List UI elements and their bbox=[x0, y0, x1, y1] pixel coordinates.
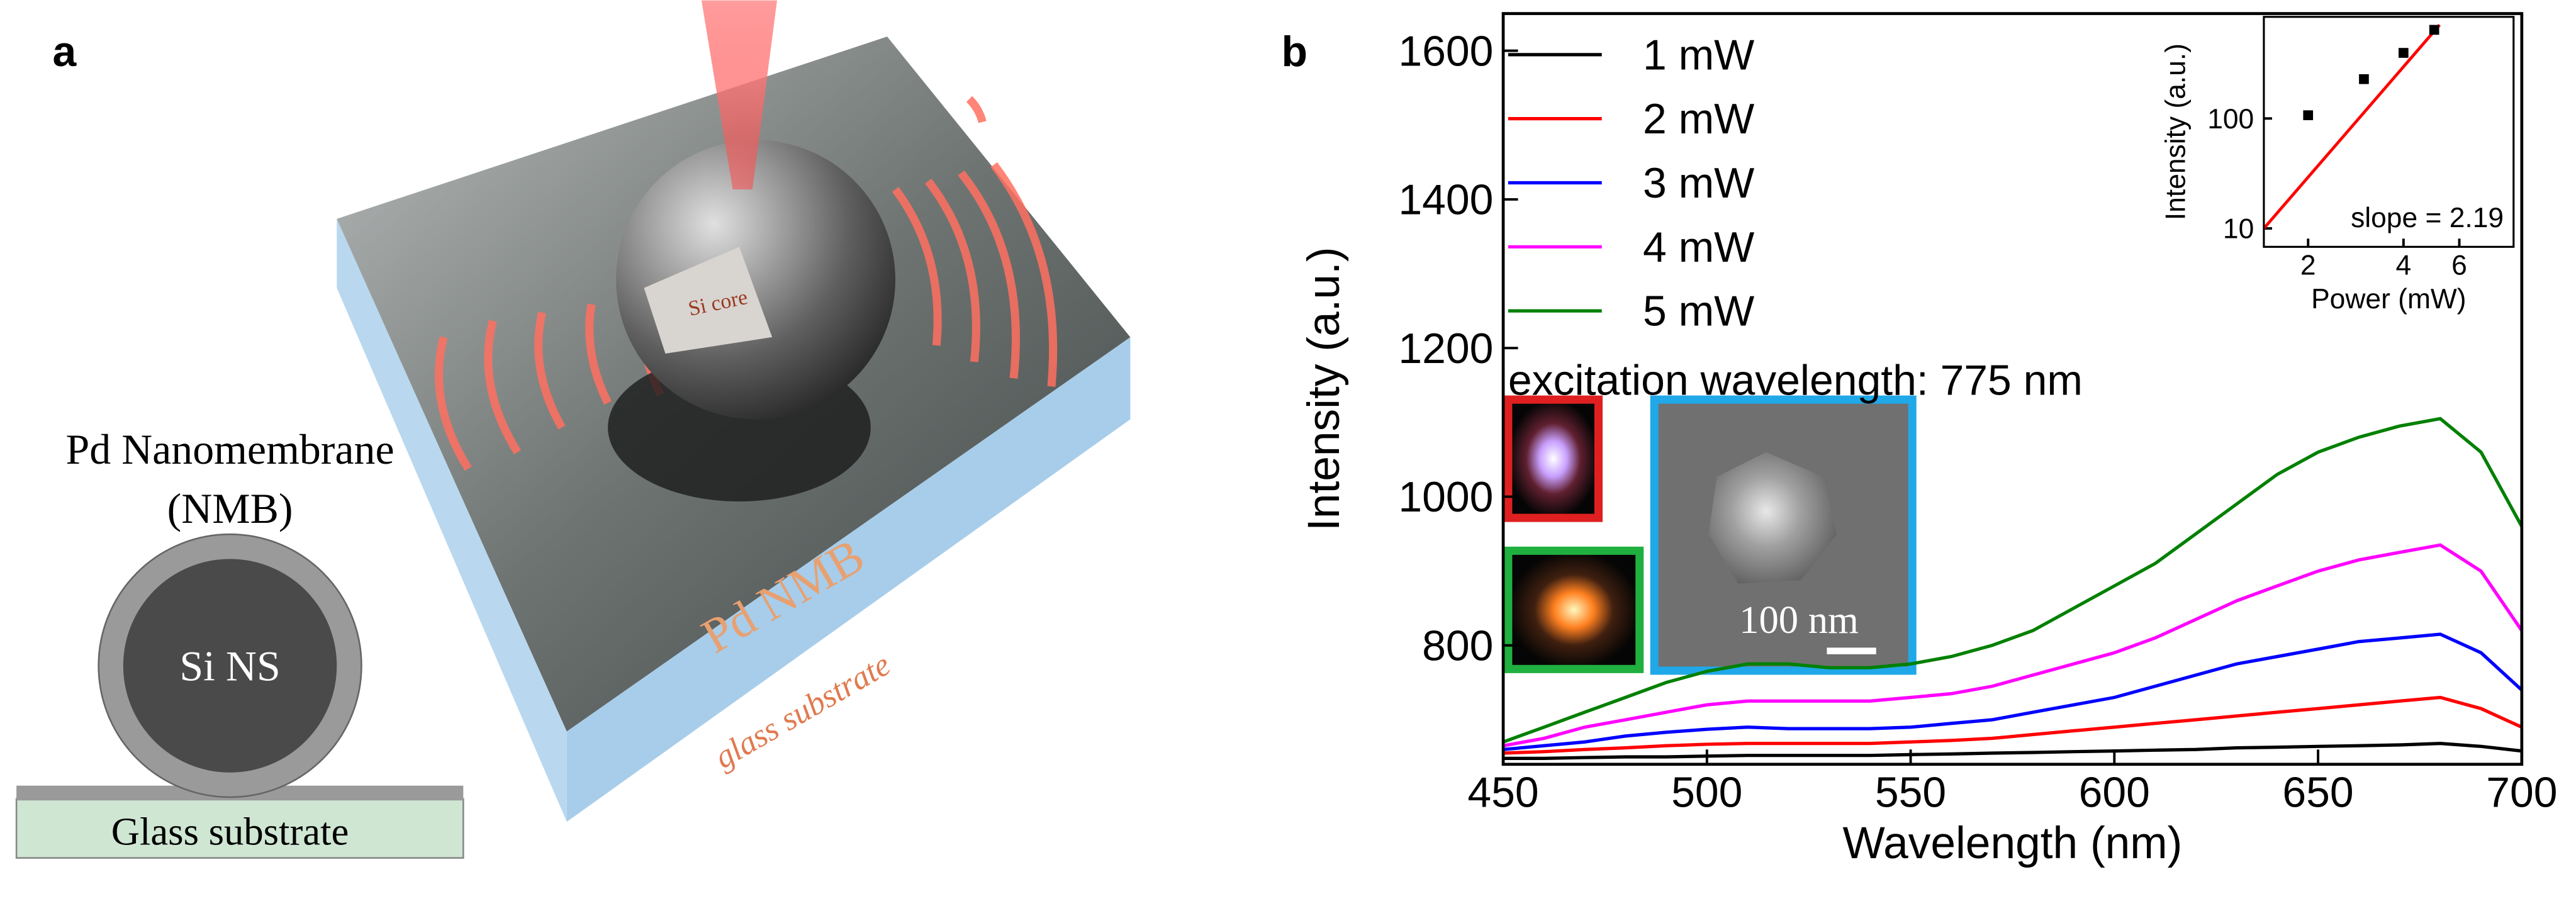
laser-beam bbox=[701, 0, 777, 189]
plot-frame bbox=[1501, 12, 2524, 766]
si-core bbox=[123, 559, 337, 773]
y-tick-label: 100 bbox=[2207, 104, 2254, 135]
wave-arcs bbox=[435, 96, 1058, 471]
panel-label: a bbox=[53, 28, 77, 76]
series-line bbox=[1503, 632, 2523, 751]
x-tick-label: 550 bbox=[1875, 769, 1946, 817]
x-tick-label: 600 bbox=[2079, 769, 2150, 817]
y-tick-label: 1000 bbox=[1398, 474, 1493, 521]
x-tick-label: 700 bbox=[2486, 769, 2557, 817]
annotation: slope = 2.19 bbox=[2351, 203, 2504, 233]
inset-background bbox=[2263, 16, 2514, 247]
x-axis-label: Power (mW) bbox=[2311, 284, 2467, 315]
y-axis-label: Intensity (a.u.) bbox=[1299, 247, 1349, 531]
y-tick-label: 10 bbox=[2223, 214, 2254, 245]
y-tick-label: 1600 bbox=[1398, 28, 1493, 75]
y-tick-label: 1400 bbox=[1398, 177, 1493, 224]
legend-label: 1 mW bbox=[1643, 31, 1754, 79]
inset-chart: 2 4 6 10 100 Power (mW) Intensity (a.u.) slope … bbox=[2161, 16, 2515, 315]
optical-image bbox=[1504, 546, 1644, 673]
x-axis-label: Wavelength (nm) bbox=[1842, 818, 2182, 868]
optical-image bbox=[1504, 395, 1603, 522]
y-tick-label: 800 bbox=[1422, 623, 1493, 670]
sphere bbox=[616, 140, 895, 420]
main-chart: 450 500 550 600 650 700 800 1000 1200 1400 1600 Wav… bbox=[1299, 12, 2557, 868]
legend-label: 4 mW bbox=[1643, 224, 1754, 271]
x-tick-label: 650 bbox=[2282, 769, 2353, 817]
scale-label: 100 nm bbox=[1739, 598, 1859, 642]
series-line bbox=[1503, 695, 2523, 755]
data-point bbox=[2303, 110, 2314, 121]
core-label: Si NS bbox=[179, 643, 280, 690]
x-tick-label: 4 bbox=[2396, 250, 2412, 281]
membrane-label: Pd Nanomembrane bbox=[65, 426, 394, 473]
panel-label: b bbox=[1282, 28, 1308, 76]
y-axis-label: Intensity (a.u.) bbox=[2161, 43, 2192, 220]
legend-label: 5 mW bbox=[1643, 288, 1754, 335]
series-line bbox=[1503, 417, 2524, 744]
x-tick-label: 450 bbox=[1467, 769, 1538, 817]
y-tick-label: 1200 bbox=[1398, 325, 1493, 372]
membrane-label: (NMB) bbox=[167, 485, 293, 532]
legend-label: 2 mW bbox=[1643, 96, 1754, 143]
x-tick-label: 2 bbox=[2300, 250, 2316, 281]
x-tick-label: 500 bbox=[1671, 769, 1742, 817]
series-line bbox=[1503, 742, 2523, 760]
panel-b: b 100 nm excitation wavelength: 775 nm bbox=[1282, 28, 2083, 675]
data-point bbox=[2429, 25, 2439, 35]
sem-particle bbox=[1708, 452, 1837, 584]
data-point bbox=[2359, 74, 2369, 84]
data-point bbox=[2399, 48, 2409, 58]
annotation: excitation wavelength: 775 nm bbox=[1508, 357, 2083, 404]
panel-a: a Si core Pd NMB glass substrate Pd Nano… bbox=[15, 0, 1131, 859]
x-tick-label: 6 bbox=[2451, 250, 2467, 281]
series-line bbox=[1503, 543, 2523, 747]
box-front bbox=[566, 337, 1131, 822]
substrate-label: Glass substrate bbox=[111, 810, 349, 854]
sphere-core bbox=[644, 247, 773, 354]
fit-line bbox=[2263, 24, 2441, 230]
plot-frame bbox=[2263, 16, 2515, 248]
box-side bbox=[337, 218, 567, 822]
legend-label: 3 mW bbox=[1643, 160, 1754, 207]
